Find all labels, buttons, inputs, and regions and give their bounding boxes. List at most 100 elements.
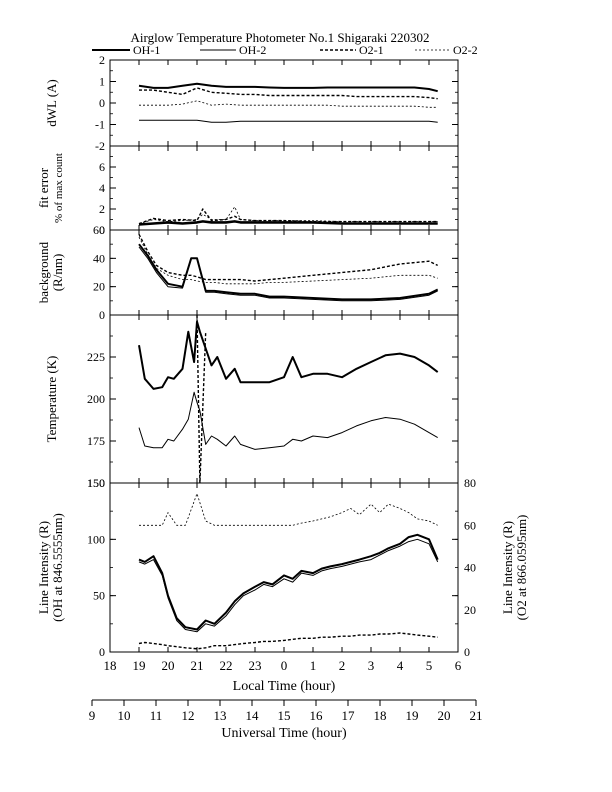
panel-frame bbox=[109, 229, 459, 316]
ut-tick-label: 13 bbox=[214, 708, 227, 723]
series-line-oh-2 bbox=[138, 220, 438, 225]
y2-axis-label: Line Intensity (R) bbox=[500, 521, 515, 614]
y-tick-label: 2 bbox=[99, 202, 105, 216]
x-tick-label: 19 bbox=[133, 658, 146, 673]
ut-tick-label: 9 bbox=[89, 708, 96, 723]
x-tick-label: 4 bbox=[397, 658, 404, 673]
panel-3: 60 40 20 0 background (R/nm) bbox=[36, 223, 459, 322]
ut-tick-label: 19 bbox=[406, 708, 419, 723]
series-line-oh-1 bbox=[138, 243, 439, 301]
x-tick-label: 2 bbox=[339, 658, 346, 673]
ut-tick-label: 14 bbox=[246, 708, 260, 723]
panel-1: 2 1 0 -1 -2 dWL (A) bbox=[44, 53, 459, 153]
y-axis-label: dWL (A) bbox=[44, 79, 59, 127]
y-tick-label: 0 bbox=[99, 308, 105, 322]
series-line-oh-2 bbox=[138, 538, 439, 633]
series-line-oh-1 bbox=[138, 82, 438, 93]
series-line-oh-1 bbox=[138, 220, 438, 226]
x-axis-label: Local Time (hour) bbox=[233, 679, 336, 694]
y-axis-label: Line Intensity (R) bbox=[36, 521, 51, 614]
x-tick-label: 18 bbox=[104, 658, 117, 673]
series-line-oh-2 bbox=[138, 391, 438, 450]
y-tick-label: -1 bbox=[95, 118, 105, 132]
y-tick-label: 200 bbox=[87, 392, 105, 406]
y2-tick-label: 20 bbox=[464, 603, 476, 617]
x-tick-label: 23 bbox=[249, 658, 262, 673]
series-line-o2-2 bbox=[139, 100, 438, 108]
legend-label-o2-1: O2-1 bbox=[359, 43, 384, 57]
series-line-o2-2 bbox=[138, 236, 438, 285]
ut-tick-label: 17 bbox=[342, 708, 356, 723]
x-tick-label: 21 bbox=[191, 658, 204, 673]
ut-tick-label: 18 bbox=[374, 708, 387, 723]
y-tick-label: 50 bbox=[93, 589, 105, 603]
series-line-oh-1 bbox=[138, 320, 439, 390]
x-tick-label: 3 bbox=[368, 658, 375, 673]
y-tick-label: 1 bbox=[99, 75, 105, 89]
y-tick-label: 225 bbox=[87, 350, 105, 364]
y-tick-label: 2 bbox=[99, 53, 105, 67]
series-line-o2-2 bbox=[138, 206, 438, 225]
x-tick-label: 6 bbox=[455, 658, 462, 673]
y-tick-label: 60 bbox=[93, 223, 105, 237]
y2-tick-label: 40 bbox=[464, 561, 476, 575]
panel-frame bbox=[109, 314, 459, 484]
y2-tick-label: 0 bbox=[464, 645, 470, 659]
y-axis-label: fit error bbox=[36, 167, 51, 208]
legend-label-oh-2: OH-2 bbox=[239, 43, 266, 57]
y-tick-label: -2 bbox=[95, 139, 105, 153]
y-tick-label: 100 bbox=[87, 532, 105, 546]
series-line-o2-1 bbox=[139, 87, 438, 100]
y-axis-label-2: % of max count bbox=[53, 153, 65, 223]
series-line-o2-1 bbox=[138, 208, 438, 225]
ut-tick-label: 11 bbox=[150, 708, 163, 723]
y-tick-label: 150 bbox=[87, 476, 105, 490]
y-tick-label: 150 bbox=[87, 476, 105, 490]
y-axis-label: background bbox=[36, 241, 51, 303]
panel-frame bbox=[109, 145, 459, 231]
series-line-o2-2 bbox=[139, 493, 438, 526]
x-tick-label: 22 bbox=[220, 658, 233, 673]
x-tick-label: 5 bbox=[426, 658, 433, 673]
series-line-o2-1 bbox=[196, 314, 207, 484]
y-axis-label-2: (OH at 846.5555nm) bbox=[50, 513, 65, 622]
y-tick-label: 4 bbox=[99, 181, 105, 195]
ut-tick-label: 12 bbox=[182, 708, 195, 723]
y2-tick-label: 60 bbox=[464, 518, 476, 532]
chart-title: Airglow Temperature Photometer No.1 Shig… bbox=[131, 30, 430, 45]
series-line-o2-1 bbox=[138, 632, 438, 650]
legend-label-o2-2: O2-2 bbox=[453, 43, 478, 57]
ut-tick-label: 15 bbox=[278, 708, 291, 723]
series-line-o2-1 bbox=[138, 233, 439, 282]
series-line-oh-2 bbox=[139, 119, 438, 123]
ut-tick-label: 20 bbox=[438, 708, 451, 723]
ut-tick-label: 10 bbox=[118, 708, 131, 723]
y-tick-label: 6 bbox=[99, 160, 105, 174]
y-axis-label-2: (R/nm) bbox=[50, 254, 65, 292]
x-tick-label: 20 bbox=[162, 658, 175, 673]
legend-label-oh-1: OH-1 bbox=[133, 43, 160, 57]
ut-tick-label: 16 bbox=[310, 708, 324, 723]
x-tick-label: 0 bbox=[281, 658, 288, 673]
y-tick-label: 20 bbox=[93, 280, 105, 294]
y-tick-label: 175 bbox=[87, 434, 105, 448]
y2-tick-label: 80 bbox=[464, 476, 476, 490]
y-tick-label: 0 bbox=[99, 223, 105, 237]
series-line-oh-1 bbox=[138, 533, 439, 631]
x-tick-label: 1 bbox=[310, 658, 317, 673]
ut-axis-label: Universal Time (hour) bbox=[221, 726, 347, 741]
ut-tick-label: 21 bbox=[470, 708, 483, 723]
y-tick-label: 0 bbox=[99, 645, 105, 659]
y-tick-label: 40 bbox=[93, 251, 105, 265]
series-line-oh-2 bbox=[138, 246, 438, 302]
panel-4: 225 200 175 150 Temperature (K) bbox=[44, 314, 459, 490]
y-axis-label: Temperature (K) bbox=[44, 356, 59, 443]
panel-frame bbox=[109, 482, 459, 653]
panel-frame bbox=[109, 59, 459, 147]
y-tick-label: 0 bbox=[99, 96, 105, 110]
y2-axis-label-2: (O2 at 866.0595nm) bbox=[514, 515, 529, 621]
